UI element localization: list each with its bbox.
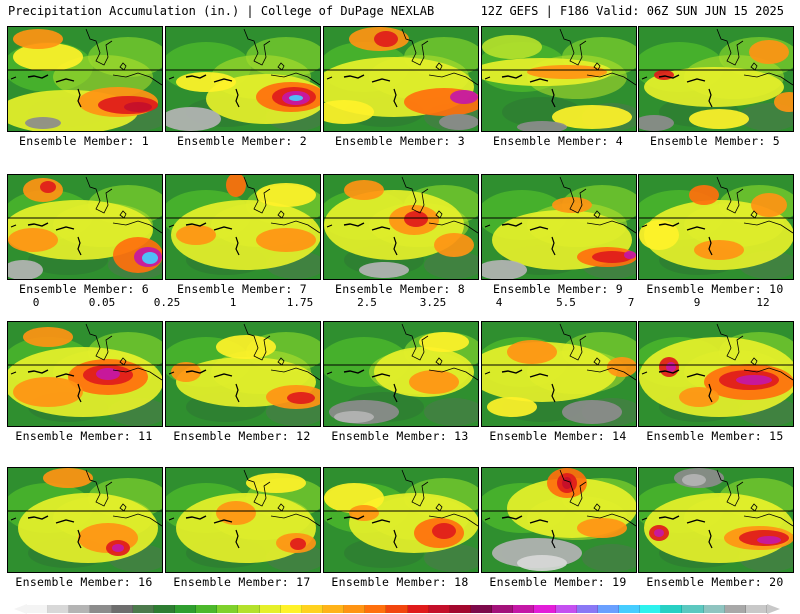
colorbar-swatch — [618, 605, 641, 613]
colorbar-tick-label: 3.25 — [419, 296, 447, 309]
ensemble-member-label: Ensemble Member: 10 — [646, 282, 784, 296]
colorbar-swatch — [513, 605, 535, 613]
ensemble-member-map — [638, 26, 794, 132]
ensemble-member-map — [165, 174, 321, 280]
colorbar-swatch — [174, 605, 197, 613]
ensemble-member-label: Ensemble Member: 6 — [18, 282, 150, 296]
ensemble-member-label: Ensemble Member: 8 — [334, 282, 466, 296]
colorbar-tick-label: 0.05 — [88, 296, 116, 309]
colorbar-swatch — [640, 605, 662, 613]
colorbar-swatch — [470, 605, 493, 613]
colorbar-swatch — [449, 605, 471, 613]
ensemble-member-map — [638, 321, 794, 427]
colorbar-swatch — [534, 605, 556, 613]
colorbar-tick-label: 4 — [495, 296, 503, 309]
ensemble-member-label: Ensemble Member: 15 — [646, 429, 784, 443]
colorbar-swatch — [576, 605, 598, 613]
colorbar-swatch — [555, 605, 577, 613]
colorbar-tick-label: 7 — [627, 296, 635, 309]
ensemble-member-map — [7, 321, 163, 427]
colorbar-swatch — [322, 605, 345, 613]
ensemble-member-map — [323, 26, 479, 132]
colorbar-swatch — [386, 605, 408, 613]
colorbar-swatch — [597, 605, 619, 613]
ensemble-member-label: Ensemble Member: 11 — [15, 429, 153, 443]
colorbar-swatch — [259, 605, 281, 613]
ensemble-member-map — [481, 26, 637, 132]
ensemble-member-label: Ensemble Member: 4 — [492, 134, 624, 148]
ensemble-member-label: Ensemble Member: 12 — [173, 429, 311, 443]
colorbar-swatch — [661, 605, 683, 613]
ensemble-member-map — [638, 467, 794, 573]
colorbar-swatch — [132, 605, 154, 613]
ensemble-member-map — [323, 321, 479, 427]
colorbar: 0 0.05 0.25 1 1.75 2.5 3.25 4 5.5 7 9 12 — [0, 296, 800, 614]
colorbar-tick-label: 1.75 — [286, 296, 314, 309]
ensemble-member-map — [323, 467, 479, 573]
colorbar-swatch — [682, 605, 704, 613]
colorbar-swatch — [280, 605, 302, 613]
colorbar-swatch — [27, 605, 49, 613]
colorbar-tick-label: 0 — [32, 296, 40, 309]
ensemble-member-map — [481, 174, 637, 280]
ensemble-member-label: Ensemble Member: 1 — [18, 134, 150, 148]
colorbar-swatch — [407, 605, 429, 613]
ensemble-member-map — [7, 174, 163, 280]
ensemble-member-map — [638, 174, 794, 280]
chart-title: Precipitation Accumulation (in.) | Colle… — [8, 4, 435, 18]
colorbar-swatch — [492, 605, 514, 613]
colorbar-tick-label: 9 — [693, 296, 701, 309]
ensemble-member-map — [7, 467, 163, 573]
colorbar-strip — [27, 605, 767, 613]
ensemble-member-label: Ensemble Member: 14 — [489, 429, 627, 443]
ensemble-member-label: Ensemble Member: 16 — [15, 575, 153, 589]
colorbar-swatch — [301, 605, 323, 613]
colorbar-min-arrow — [14, 604, 27, 614]
colorbar-tick-label: 0.25 — [153, 296, 181, 309]
run-valid-time: 12Z GEFS | F186 Valid: 06Z SUN JUN 15 20… — [480, 4, 784, 18]
colorbar-swatch — [745, 605, 767, 613]
ensemble-member-label: Ensemble Member: 17 — [173, 575, 311, 589]
ensemble-member-label: Ensemble Member: 19 — [489, 575, 627, 589]
colorbar-tick-label: 5.5 — [556, 296, 576, 309]
colorbar-swatch — [69, 605, 91, 613]
colorbar-swatch — [217, 605, 239, 613]
ensemble-member-map — [165, 321, 321, 427]
ensemble-member-map — [481, 467, 637, 573]
ensemble-member-label: Ensemble Member: 20 — [646, 575, 784, 589]
colorbar-swatch — [196, 605, 218, 613]
colorbar-swatch — [365, 605, 387, 613]
ensemble-member-label: Ensemble Member: 2 — [176, 134, 308, 148]
ensemble-member-map — [481, 321, 637, 427]
ensemble-member-label: Ensemble Member: 13 — [331, 429, 469, 443]
ensemble-member-label: Ensemble Member: 18 — [331, 575, 469, 589]
ensemble-member-map — [165, 467, 321, 573]
ensemble-member-map — [7, 26, 163, 132]
ensemble-member-label: Ensemble Member: 7 — [176, 282, 308, 296]
ensemble-member-label: Ensemble Member: 5 — [649, 134, 781, 148]
colorbar-swatch — [238, 605, 260, 613]
colorbar-swatch — [111, 605, 133, 613]
colorbar-swatch — [153, 605, 175, 613]
ensemble-member-label: Ensemble Member: 3 — [334, 134, 466, 148]
ensemble-member-label: Ensemble Member: 9 — [492, 282, 624, 296]
colorbar-tick-label: 2.5 — [357, 296, 377, 309]
colorbar-swatch — [48, 605, 70, 613]
colorbar-swatch — [344, 605, 366, 613]
colorbar-swatch — [703, 605, 725, 613]
colorbar-max-arrow — [767, 604, 780, 614]
colorbar-swatch — [90, 605, 112, 613]
colorbar-swatch — [724, 605, 746, 613]
ensemble-member-map — [323, 174, 479, 280]
colorbar-tick-label: 12 — [756, 296, 770, 309]
colorbar-tick-label: 1 — [229, 296, 237, 309]
colorbar-swatch — [428, 605, 450, 613]
ensemble-member-map — [165, 26, 321, 132]
